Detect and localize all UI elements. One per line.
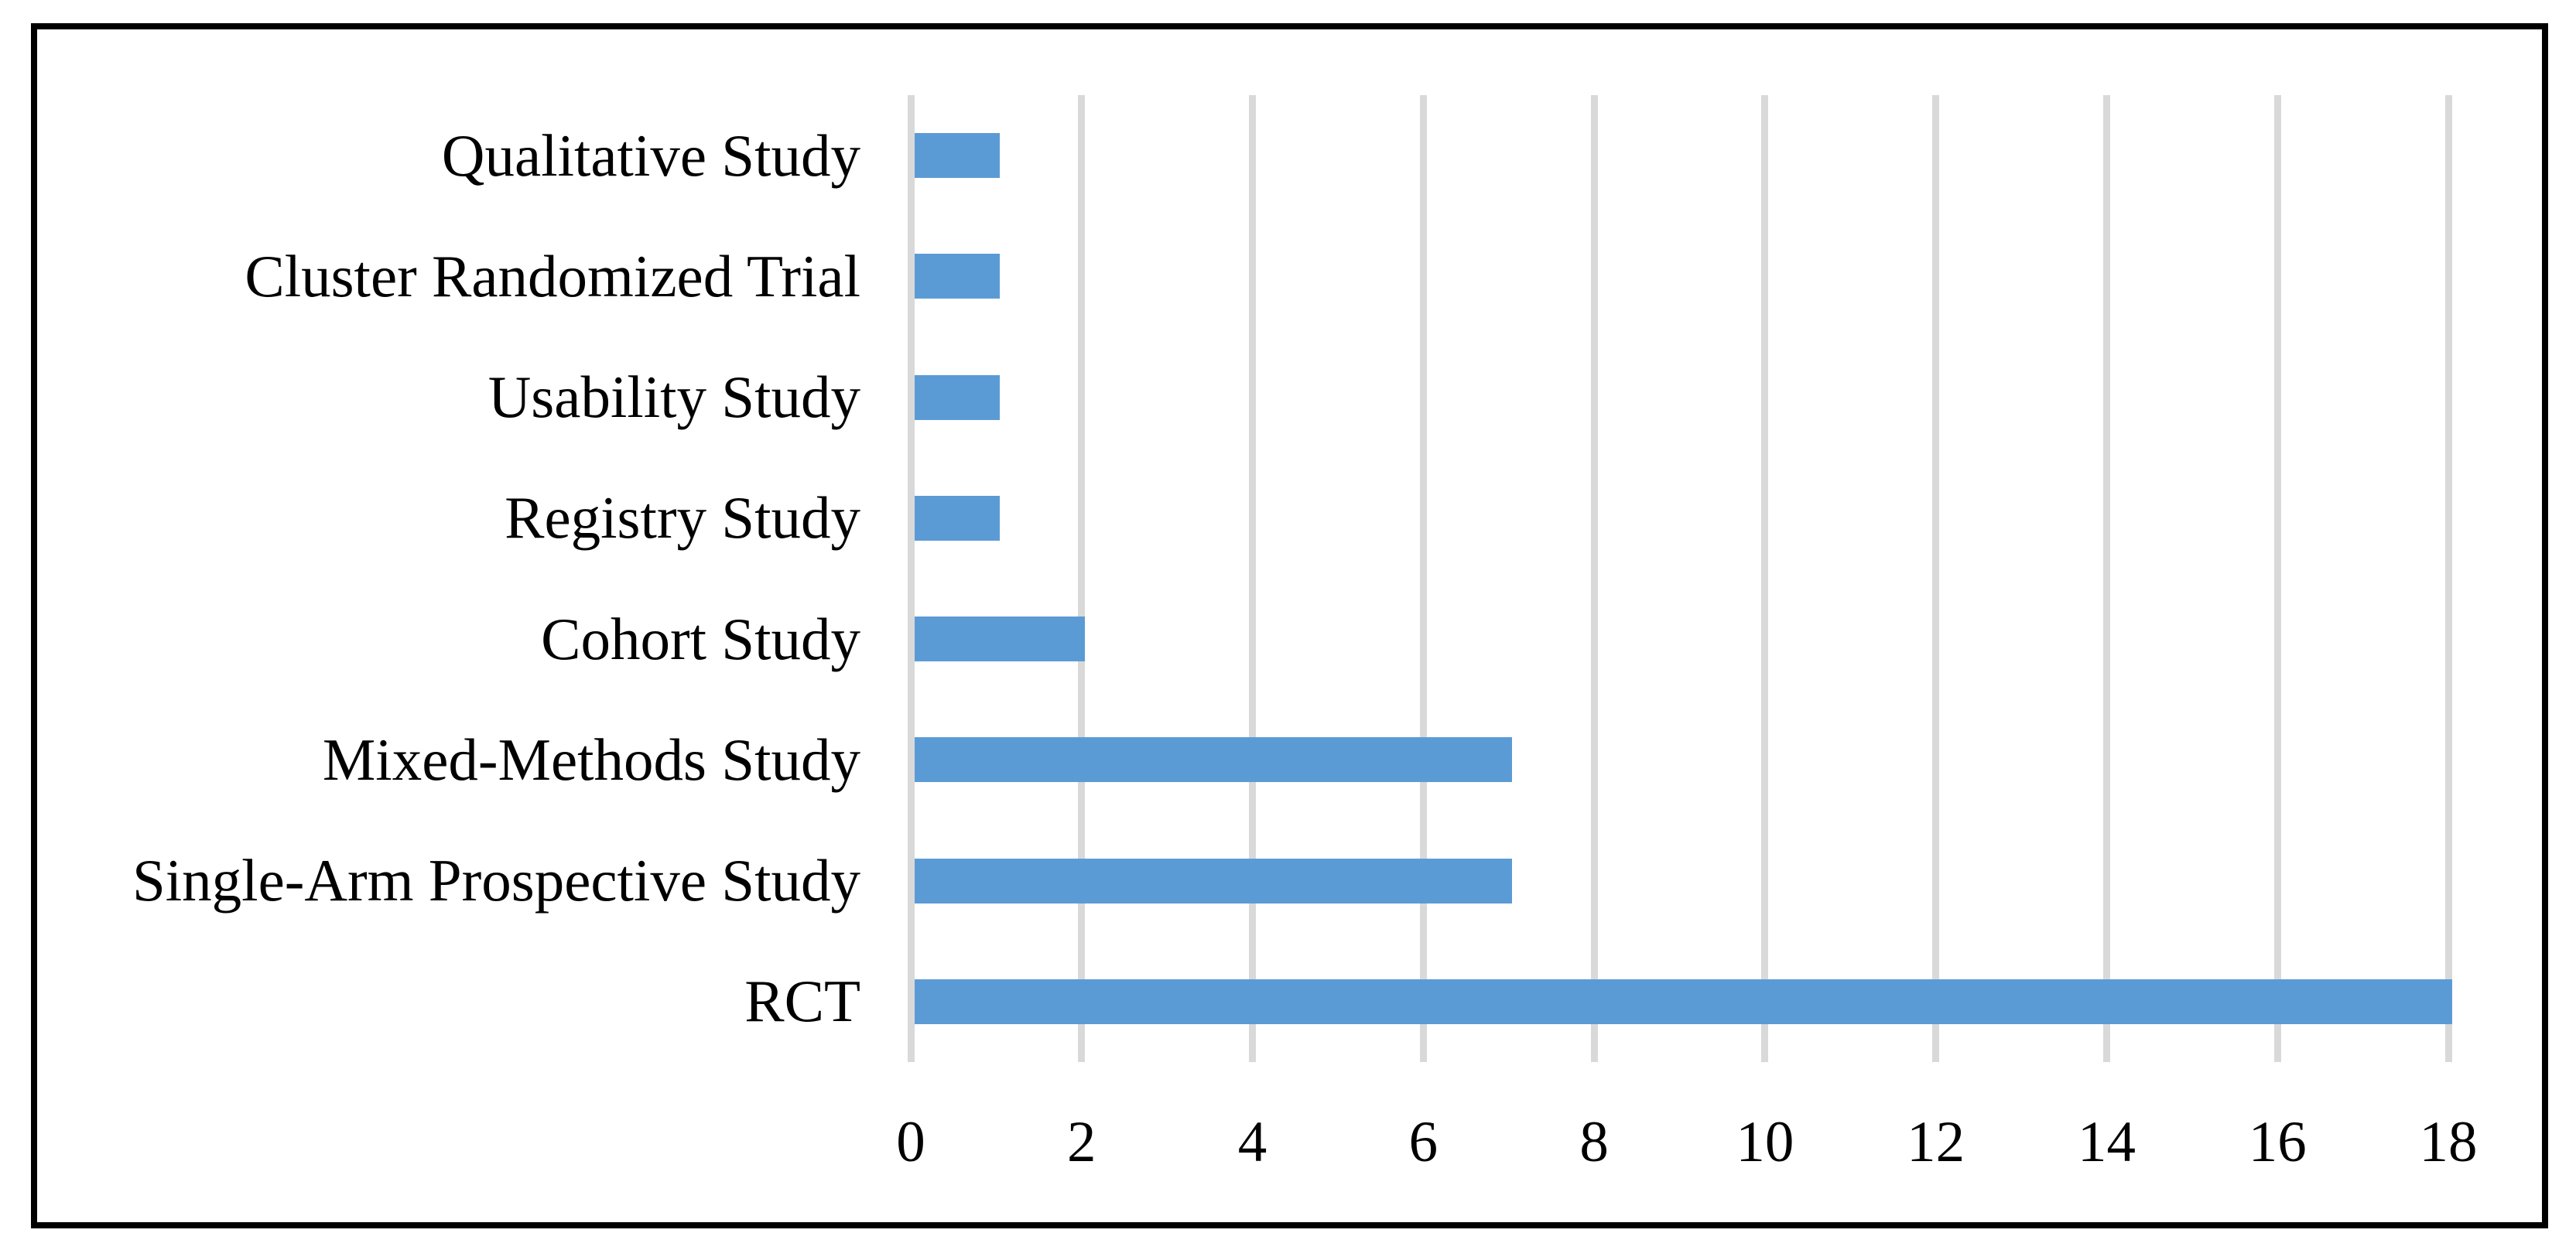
category-label: Mixed-Methods Study — [322, 726, 860, 793]
gridline-x-8 — [1590, 95, 1598, 1062]
x-tick-label: 0 — [896, 1110, 925, 1174]
gridline-x-14 — [2102, 95, 2110, 1062]
gridline-x-2 — [1078, 95, 1086, 1062]
bar — [914, 495, 1000, 541]
gridline-x-6 — [1419, 95, 1427, 1062]
category-label: Usability Study — [487, 364, 860, 431]
category-label: Cohort Study — [541, 605, 860, 672]
gridline-x-4 — [1249, 95, 1257, 1062]
x-tick-label: 12 — [1907, 1110, 1965, 1174]
x-tick-label: 2 — [1067, 1110, 1096, 1174]
x-tick-label: 4 — [1237, 1110, 1267, 1174]
gridline-x-16 — [2273, 95, 2281, 1062]
x-tick-label: 10 — [1736, 1110, 1794, 1174]
category-label: Registry Study — [505, 484, 860, 552]
gridline-x-10 — [1761, 95, 1769, 1062]
x-axis-tick-labels: 0 2 4 6 8 10 12 14 16 18 — [896, 1105, 2477, 1190]
category-label: RCT — [744, 968, 860, 1035]
y-axis-category-labels: Qualitative Study Cluster Randomized Tria… — [37, 95, 860, 1062]
bar — [914, 617, 1086, 662]
gridline-x-12 — [1932, 95, 1940, 1062]
bar — [914, 737, 1513, 783]
bar — [914, 979, 2452, 1024]
bar — [914, 858, 1513, 903]
bar — [914, 133, 1000, 179]
plot-area — [907, 95, 2452, 1062]
gridline-x-0 — [907, 95, 915, 1062]
x-tick-label: 8 — [1579, 1110, 1609, 1174]
x-tick-label: 18 — [2419, 1110, 2478, 1174]
bar — [914, 374, 1000, 420]
bar — [914, 254, 1000, 299]
chart-frame: Qualitative Study Cluster Randomized Tria… — [31, 23, 2548, 1228]
category-label: Single-Arm Prospective Study — [132, 847, 860, 914]
category-label: Cluster Randomized Trial — [245, 242, 860, 309]
x-tick-label: 14 — [2077, 1110, 2136, 1174]
category-label: Qualitative Study — [441, 121, 860, 189]
gridline-x-18 — [2444, 95, 2452, 1062]
x-tick-label: 16 — [2248, 1110, 2307, 1174]
x-tick-label: 6 — [1408, 1110, 1439, 1174]
